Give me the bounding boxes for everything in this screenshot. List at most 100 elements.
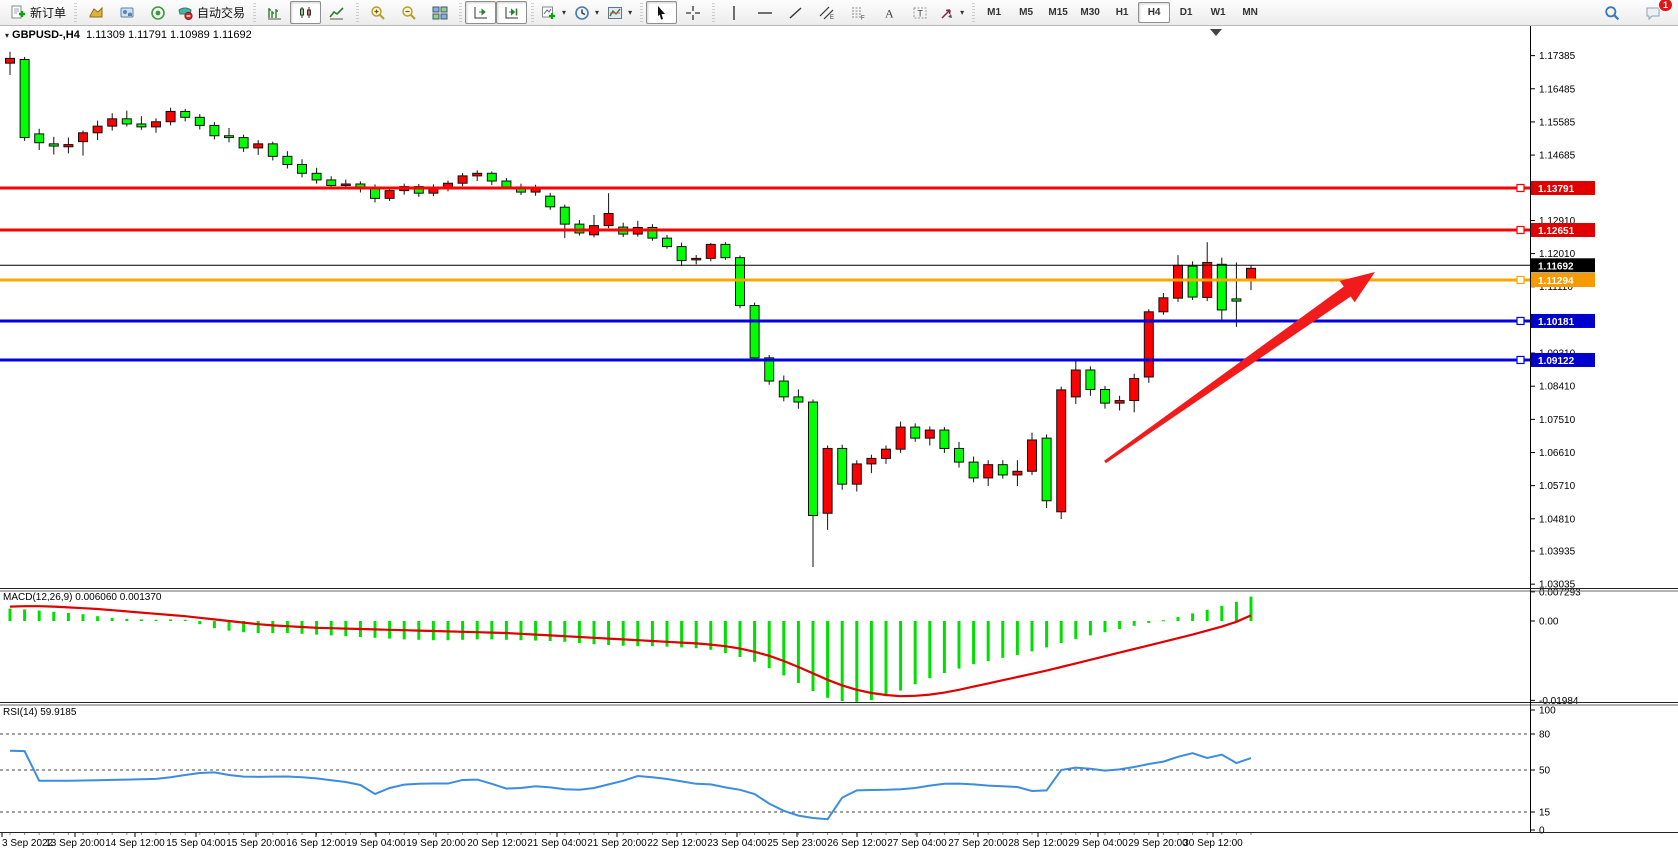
cursor-button[interactable]	[646, 1, 678, 24]
profile-icon	[88, 5, 104, 21]
bear-candle	[194, 116, 205, 126]
zoom-in-icon	[370, 5, 386, 21]
price-tick-label: 1.08410	[1539, 382, 1576, 393]
timeframe-m15-button[interactable]: M15	[1042, 2, 1074, 23]
profile-button[interactable]	[80, 1, 111, 24]
periods-icon	[574, 5, 590, 21]
zoom-in-button[interactable]	[362, 1, 393, 24]
auto-scroll-button[interactable]	[465, 1, 497, 24]
cursor-group	[640, 0, 712, 25]
hline-1.10181[interactable]	[0, 316, 1530, 326]
macd-bar	[811, 621, 815, 691]
text-button[interactable]: A	[873, 1, 904, 24]
channel-button[interactable]: E	[811, 1, 842, 24]
trendline-button[interactable]	[780, 1, 811, 24]
price-tag-label: 1.10181	[1538, 317, 1575, 328]
horizontal-line-objects[interactable]	[0, 183, 1530, 365]
line-anchor[interactable]	[1516, 355, 1525, 365]
timeframe-w1-button[interactable]: W1	[1202, 2, 1234, 23]
timeframe-m1-button-label: M1	[987, 7, 1002, 18]
chart-shift-marker[interactable]	[1210, 29, 1222, 36]
macd-bar	[767, 621, 771, 669]
bear-candle	[48, 143, 59, 147]
macd-bar	[563, 621, 567, 642]
bull-candle	[1012, 470, 1023, 476]
bear-candle	[778, 380, 789, 398]
line-anchor[interactable]	[1516, 225, 1525, 235]
price-tag-1.10181: 1.10181	[1531, 313, 1595, 328]
chevron-down-icon: ▾	[562, 8, 567, 17]
add-indicator-icon	[541, 5, 557, 21]
search-button[interactable]	[1596, 1, 1627, 24]
bull-candle	[924, 429, 935, 439]
hline-1.12651[interactable]	[0, 225, 1530, 235]
line-anchor[interactable]	[1516, 275, 1525, 285]
candles	[5, 51, 1256, 568]
line-anchor[interactable]	[1516, 183, 1525, 193]
periods-button[interactable]: ▾	[570, 1, 603, 24]
vertical-line-button[interactable]	[718, 1, 749, 24]
notifications-button[interactable]: 1	[1637, 0, 1673, 24]
macd-bar	[139, 619, 143, 621]
new-order-button[interactable]: 新订单	[6, 1, 70, 24]
line-chart-button[interactable]	[321, 1, 352, 24]
bull-candle	[5, 57, 15, 64]
chevron-down-icon: ▾	[628, 8, 633, 17]
bear-candle	[1231, 298, 1242, 302]
tile-windows-button[interactable]	[424, 1, 455, 24]
rsi-tick-label: 15	[1539, 808, 1551, 819]
macd-bar	[1161, 620, 1165, 622]
zoom-out-button[interactable]	[393, 1, 424, 24]
timeframe-d1-button[interactable]: D1	[1170, 2, 1202, 23]
price-tags: 1.13791 1.12651 1.11692 1.11294 1.10181 1.091…	[1531, 181, 1595, 367]
bear-candle	[238, 137, 249, 149]
bear-candle	[1100, 389, 1110, 404]
timeframe-h4-button[interactable]: H4	[1138, 2, 1171, 23]
mql5-button[interactable]	[142, 1, 173, 24]
trend-arrow[interactable]	[1104, 272, 1375, 464]
timeframe-m5-button[interactable]: M5	[1010, 2, 1042, 23]
timeframe-d1-button-label: D1	[1179, 7, 1193, 18]
fibonacci-button[interactable]: F	[842, 1, 873, 24]
text-icon: A	[881, 5, 897, 21]
templates-button[interactable]: ▾	[603, 1, 636, 24]
bull-candle	[107, 118, 118, 127]
macd-bar	[534, 621, 538, 641]
search-icon	[1604, 5, 1620, 21]
macd-bar	[548, 621, 552, 641]
hline-1.09122[interactable]	[0, 355, 1530, 365]
macd-bar	[723, 621, 727, 653]
line-anchor[interactable]	[1516, 316, 1525, 326]
timeframe-m30-button[interactable]: M30	[1074, 2, 1106, 23]
time-label: 15 Sep 20:00	[226, 838, 286, 848]
bar-chart-button[interactable]	[259, 1, 290, 24]
timeframe-h1-button[interactable]: H1	[1106, 2, 1138, 23]
hline-1.13791[interactable]	[0, 183, 1530, 193]
text-label-button[interactable]: T	[904, 1, 935, 24]
time-label: 14 Sep 12:00	[105, 838, 165, 848]
bear-candle	[997, 464, 1008, 476]
terminal-button[interactable]	[111, 1, 142, 24]
autotrading-button[interactable]: 自动交易	[173, 1, 249, 24]
hline-1.11294[interactable]	[0, 275, 1530, 285]
new-order-icon	[10, 5, 26, 21]
macd-bar	[81, 614, 85, 621]
horizontal-line-button[interactable]	[749, 1, 780, 24]
macd-bar	[796, 621, 800, 683]
trend-arrow-object[interactable]	[1104, 272, 1375, 464]
timeframe-m1-button[interactable]: M1	[978, 2, 1010, 23]
objects-group: E F A T ▾	[712, 0, 972, 25]
crosshair-button[interactable]	[677, 1, 708, 24]
chart-shift-button[interactable]	[496, 1, 528, 24]
rsi-line	[9, 749, 1252, 821]
add-indicator-button[interactable]: ▾	[537, 1, 570, 24]
bull-candle	[881, 448, 891, 459]
price-tag-label: 1.09122	[1538, 356, 1575, 367]
timeframe-mn-button[interactable]: MN	[1234, 2, 1266, 23]
arrows-button[interactable]: ▾	[935, 1, 968, 24]
terminal-icon	[119, 5, 135, 21]
candlestick-button[interactable]	[290, 1, 322, 24]
